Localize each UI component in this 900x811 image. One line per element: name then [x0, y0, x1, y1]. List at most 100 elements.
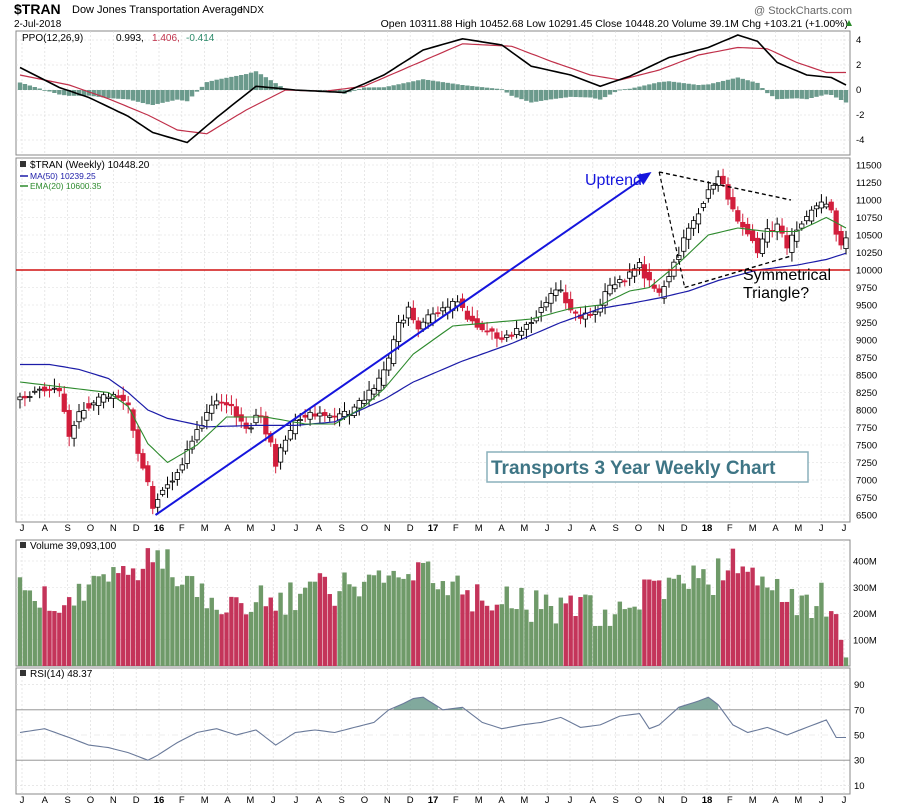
rsi-label: RSI(14) 48.37 — [30, 669, 93, 680]
ppo-histogram-bar — [824, 90, 829, 95]
candle-body — [440, 307, 446, 312]
volume-bar — [381, 582, 387, 666]
candle-body — [386, 357, 392, 371]
x-tick-label: J — [271, 795, 276, 806]
ppo-histogram-bar — [62, 90, 67, 96]
ppo-histogram-bar — [563, 90, 568, 98]
volume-bar — [691, 565, 696, 666]
ppo-histogram-bar — [843, 90, 849, 103]
volume-bar — [288, 582, 293, 666]
volume-bar — [479, 600, 485, 666]
ppo-histogram-bar — [701, 84, 706, 90]
candle-body — [695, 213, 702, 225]
candle-body — [563, 292, 569, 304]
triangle-lower-line — [684, 255, 792, 289]
candle-body — [804, 216, 810, 222]
volume-bar — [671, 578, 677, 666]
volume-bar — [701, 569, 706, 666]
ppo-histogram-bar — [317, 90, 323, 91]
x-tick-label: S — [612, 523, 618, 534]
x-tick-label: M — [201, 523, 209, 534]
candle-body — [125, 402, 131, 406]
candle-body — [327, 415, 333, 418]
ppo-histogram-bar — [130, 90, 136, 101]
watermark: @ StockCharts.com — [754, 5, 852, 17]
volume-bar — [838, 639, 844, 666]
candle-body — [789, 234, 795, 253]
ppo-tick-label: -2 — [856, 110, 864, 121]
volume-bar — [57, 612, 62, 666]
candle-body — [779, 225, 785, 234]
ppo-histogram-bar — [475, 86, 480, 90]
ppo-signal-line — [19, 43, 846, 135]
volume-bar — [484, 605, 490, 666]
candle-body — [317, 412, 323, 417]
volume-bar — [430, 583, 436, 666]
triangle-annotation-line1: Symmetrical — [743, 267, 831, 284]
volume-bar — [666, 577, 672, 666]
ppo-histogram-bar — [189, 90, 195, 97]
rsi-overbought-fill — [678, 697, 719, 710]
volume-bar — [829, 611, 834, 666]
x-tick-label: O — [361, 795, 368, 806]
ppo-histogram-bar — [81, 90, 87, 96]
ppo-histogram-bar — [425, 79, 431, 90]
ppo-histogram-bar — [696, 85, 701, 90]
x-tick-label: F — [179, 795, 185, 806]
ppo-histogram-bar — [440, 82, 446, 90]
x-tick-label: J — [545, 795, 550, 806]
candle-body — [725, 184, 731, 200]
volume-bar — [725, 570, 731, 666]
candle-body — [287, 430, 294, 440]
candle-body — [115, 395, 121, 398]
ppo-histogram-bar — [470, 86, 475, 90]
volume-bar — [519, 587, 524, 666]
ppo-histogram-bar — [637, 86, 642, 90]
ppo-histogram-bar — [479, 87, 485, 90]
volume-bar — [450, 581, 455, 666]
ppo-histogram-bar — [627, 88, 632, 90]
ppo-histogram-bar — [445, 82, 450, 90]
ppo-histogram-bar — [499, 89, 505, 91]
ppo-histogram-bar — [268, 80, 273, 90]
volume-bar — [81, 600, 87, 666]
volume-bar — [809, 618, 814, 666]
volume-bar — [475, 584, 480, 666]
ppo-histogram-bar — [411, 81, 416, 90]
volume-bar — [170, 577, 175, 666]
ppo-histogram-bar — [578, 90, 583, 98]
volume-bar — [814, 606, 819, 666]
ppo-histogram-bar — [484, 87, 490, 90]
candle-body — [322, 412, 328, 416]
ppo-histogram-bar — [656, 82, 662, 90]
candle-body — [169, 480, 176, 483]
candle-body — [464, 310, 471, 320]
ppo-histogram-bar — [612, 90, 618, 93]
ppo-histogram-bar — [76, 90, 82, 96]
x-tick-label: 16 — [154, 523, 165, 534]
ppo-histogram-bar — [214, 79, 219, 90]
volume-bar — [347, 584, 352, 666]
x-tick-label: A — [224, 795, 231, 806]
candle-body — [494, 332, 500, 339]
candle-body — [307, 411, 313, 420]
candle-body — [794, 229, 800, 242]
candle-body — [415, 320, 421, 330]
x-tick-label: J — [294, 523, 299, 534]
ppo-histogram-bar — [204, 82, 210, 90]
x-tick-label: D — [133, 523, 140, 534]
ppo-histogram-bar — [175, 90, 180, 100]
ppo-histogram-bar — [804, 90, 809, 100]
ppo-histogram-bar — [248, 72, 254, 90]
volume-bar — [760, 576, 765, 666]
candle-body — [838, 231, 844, 246]
volume-bar — [234, 597, 239, 666]
ppo-histogram-bar — [720, 80, 726, 90]
candle-body — [617, 279, 623, 284]
ppo-histogram-bar — [760, 88, 765, 90]
volume-bar — [199, 583, 205, 666]
ma50-line — [20, 252, 847, 428]
ppo-histogram-bar — [642, 85, 647, 90]
candle-body — [27, 396, 33, 398]
price-tick-label: 10500 — [856, 231, 882, 242]
